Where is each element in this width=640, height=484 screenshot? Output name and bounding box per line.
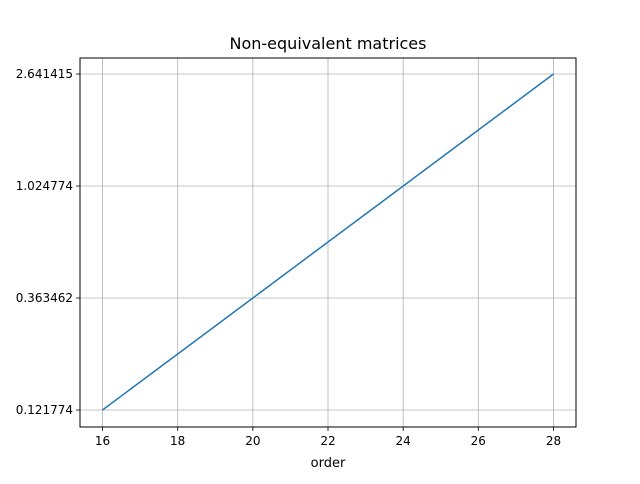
x-tick-label: 18	[170, 434, 185, 448]
series	[102, 73, 554, 411]
y-tick-label: 0.121774	[16, 403, 73, 417]
series-line	[102, 73, 554, 411]
x-tick-label: 20	[245, 434, 260, 448]
x-tick-label: 22	[320, 434, 335, 448]
chart-title: Non-equivalent matrices	[230, 34, 427, 53]
y-tick-label: 2.641415	[16, 67, 73, 81]
x-axis-label: order	[311, 456, 346, 471]
grid	[80, 58, 576, 427]
x-tick-label: 26	[471, 434, 486, 448]
y-tick-label: 0.363462	[16, 291, 73, 305]
x-tick-label: 24	[396, 434, 411, 448]
x-tick-label: 28	[546, 434, 561, 448]
ticks: 16 18 20 22 24 26 28 0.121774 0.363462 1.024774 2.…	[16, 67, 561, 448]
x-tick-label: 16	[95, 434, 110, 448]
y-tick-label: 1.024774	[16, 179, 73, 193]
plot-frame	[79, 57, 577, 428]
